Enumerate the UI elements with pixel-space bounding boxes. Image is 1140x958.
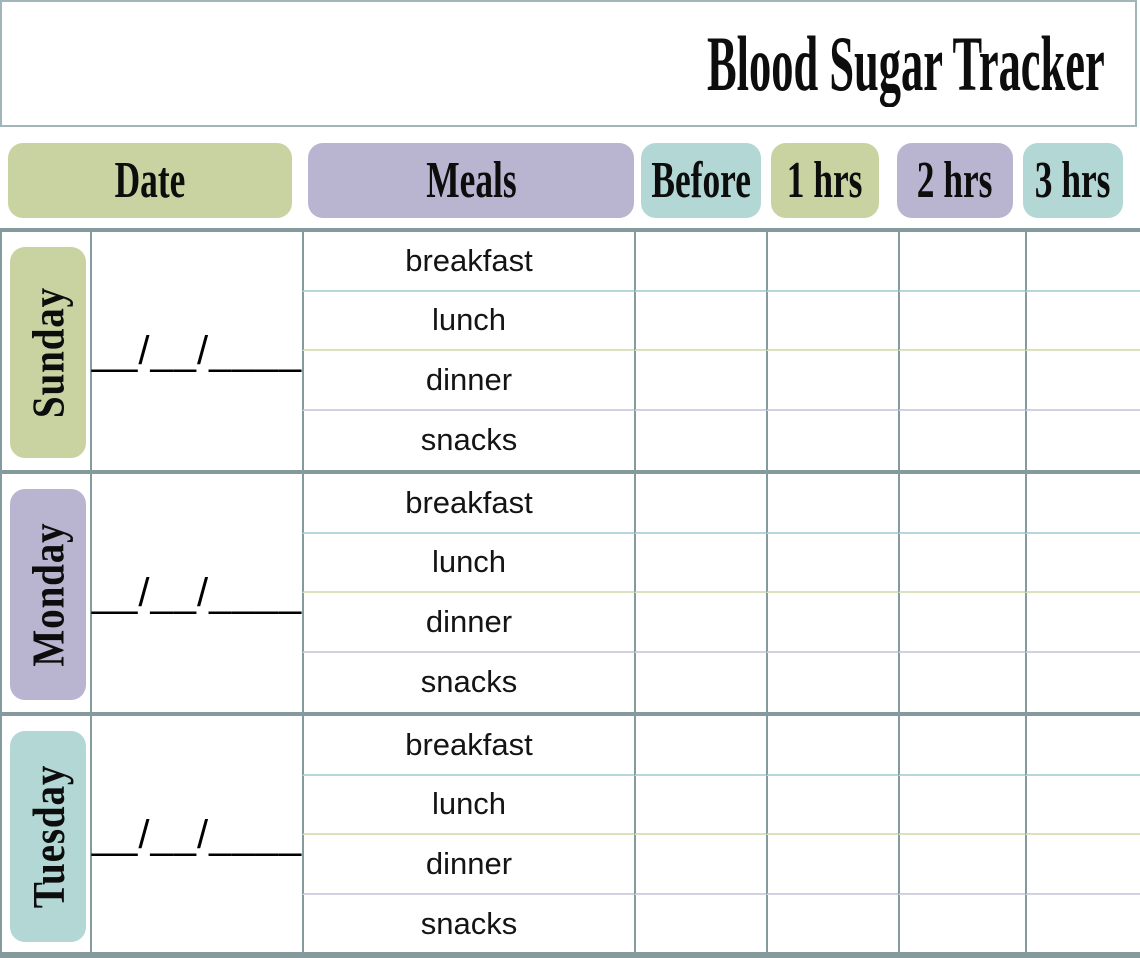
column-header-before-label: Before xyxy=(651,152,751,209)
entry-cell-monday-snacks-2hrs[interactable] xyxy=(898,652,1025,712)
meal-label-monday-snacks: snacks xyxy=(302,652,634,712)
entry-cell-monday-lunch-1hrs[interactable] xyxy=(766,533,898,593)
entry-cell-sunday-lunch-3hrs[interactable] xyxy=(1025,291,1140,351)
column-header-date-label: Date xyxy=(114,152,186,209)
date-placeholder-tuesday: __/__/____ xyxy=(91,812,303,857)
entry-cell-sunday-lunch-2hrs[interactable] xyxy=(898,291,1025,351)
date-field-tuesday[interactable]: __/__/____ xyxy=(90,716,302,954)
entry-cell-monday-dinner-3hrs[interactable] xyxy=(1025,593,1140,653)
entry-cell-tuesday-lunch-1hrs[interactable] xyxy=(766,775,898,835)
day-label-cell-tuesday: Tuesday xyxy=(2,716,90,954)
column-header-1hrs: 1 hrs xyxy=(771,143,879,218)
page-title: Blood Sugar Tracker xyxy=(707,19,1105,107)
entry-cell-monday-lunch-3hrs[interactable] xyxy=(1025,533,1140,593)
day-block-sunday: Sunday __/__/____ breakfast lunch dinner… xyxy=(0,228,1140,470)
day-name-monday: Monday xyxy=(22,522,74,667)
day-label-cell-monday: Monday xyxy=(2,474,90,712)
meal-label-monday-dinner: dinner xyxy=(302,593,634,653)
column-header-meals-label: Meals xyxy=(425,152,517,209)
meal-label-monday-lunch: lunch xyxy=(302,533,634,593)
entry-cell-sunday-dinner-before[interactable] xyxy=(634,351,766,411)
entry-cell-tuesday-lunch-2hrs[interactable] xyxy=(898,775,1025,835)
entry-cell-monday-dinner-2hrs[interactable] xyxy=(898,593,1025,653)
entry-cell-sunday-breakfast-before[interactable] xyxy=(634,232,766,292)
entry-cell-tuesday-breakfast-1hrs[interactable] xyxy=(766,716,898,776)
entry-cell-monday-snacks-1hrs[interactable] xyxy=(766,652,898,712)
entry-cell-sunday-breakfast-1hrs[interactable] xyxy=(766,232,898,292)
entry-cell-sunday-breakfast-3hrs[interactable] xyxy=(1025,232,1140,292)
entry-cell-monday-breakfast-before[interactable] xyxy=(634,474,766,534)
meal-label-sunday-lunch: lunch xyxy=(302,291,634,351)
entry-cell-sunday-dinner-3hrs[interactable] xyxy=(1025,351,1140,411)
entry-cell-tuesday-breakfast-3hrs[interactable] xyxy=(1025,716,1140,776)
meal-label-tuesday-lunch: lunch xyxy=(302,775,634,835)
entry-cell-monday-dinner-1hrs[interactable] xyxy=(766,593,898,653)
day-block-monday: Monday __/__/____ breakfast lunch dinner… xyxy=(0,470,1140,712)
entry-cell-tuesday-lunch-3hrs[interactable] xyxy=(1025,775,1140,835)
meal-label-monday-breakfast: breakfast xyxy=(302,474,634,534)
meal-label-sunday-dinner: dinner xyxy=(302,351,634,411)
entry-cell-monday-breakfast-1hrs[interactable] xyxy=(766,474,898,534)
date-field-monday[interactable]: __/__/____ xyxy=(90,474,302,712)
meal-label-tuesday-breakfast: breakfast xyxy=(302,716,634,776)
entry-cell-monday-snacks-3hrs[interactable] xyxy=(1025,652,1140,712)
entry-cell-monday-breakfast-3hrs[interactable] xyxy=(1025,474,1140,534)
entry-cell-tuesday-dinner-1hrs[interactable] xyxy=(766,835,898,895)
entry-cell-sunday-breakfast-2hrs[interactable] xyxy=(898,232,1025,292)
entry-cell-monday-breakfast-2hrs[interactable] xyxy=(898,474,1025,534)
meal-label-tuesday-snacks: snacks xyxy=(302,894,634,954)
entry-cell-tuesday-breakfast-before[interactable] xyxy=(634,716,766,776)
column-header-meals: Meals xyxy=(308,143,634,218)
column-header-3hrs: 3 hrs xyxy=(1023,143,1123,218)
entry-cell-tuesday-lunch-before[interactable] xyxy=(634,775,766,835)
meal-label-sunday-breakfast: breakfast xyxy=(302,232,634,292)
entry-cell-tuesday-snacks-2hrs[interactable] xyxy=(898,894,1025,954)
entry-cell-monday-snacks-before[interactable] xyxy=(634,652,766,712)
entry-cell-sunday-snacks-1hrs[interactable] xyxy=(766,410,898,470)
entry-cell-monday-lunch-2hrs[interactable] xyxy=(898,533,1025,593)
day-tab-sunday: Sunday xyxy=(10,247,86,458)
day-tab-monday: Monday xyxy=(10,489,86,700)
date-placeholder-sunday: __/__/____ xyxy=(91,328,303,373)
entry-cell-sunday-lunch-1hrs[interactable] xyxy=(766,291,898,351)
table-bottom-border xyxy=(0,952,1140,958)
day-name-tuesday: Tuesday xyxy=(22,764,74,909)
day-label-cell-sunday: Sunday xyxy=(2,232,90,470)
column-header-2hrs: 2 hrs xyxy=(897,143,1013,218)
entry-cell-sunday-snacks-before[interactable] xyxy=(634,410,766,470)
column-header-date: Date xyxy=(8,143,292,218)
day-name-sunday: Sunday xyxy=(22,286,74,419)
entry-cell-monday-lunch-before[interactable] xyxy=(634,533,766,593)
entry-cell-tuesday-breakfast-2hrs[interactable] xyxy=(898,716,1025,776)
entry-cell-tuesday-dinner-2hrs[interactable] xyxy=(898,835,1025,895)
entry-cell-sunday-snacks-2hrs[interactable] xyxy=(898,410,1025,470)
entry-cell-sunday-snacks-3hrs[interactable] xyxy=(1025,410,1140,470)
column-header-3hrs-label: 3 hrs xyxy=(1035,152,1111,209)
day-block-tuesday: Tuesday __/__/____ breakfast lunch dinne… xyxy=(0,712,1140,954)
date-placeholder-monday: __/__/____ xyxy=(91,570,303,615)
title-bar: Blood Sugar Tracker xyxy=(0,0,1137,127)
meal-label-sunday-snacks: snacks xyxy=(302,410,634,470)
entry-cell-tuesday-snacks-1hrs[interactable] xyxy=(766,894,898,954)
entry-cell-sunday-dinner-2hrs[interactable] xyxy=(898,351,1025,411)
entry-cell-tuesday-dinner-3hrs[interactable] xyxy=(1025,835,1140,895)
entry-cell-sunday-dinner-1hrs[interactable] xyxy=(766,351,898,411)
entry-cell-tuesday-snacks-before[interactable] xyxy=(634,894,766,954)
column-header-2hrs-label: 2 hrs xyxy=(917,152,993,209)
column-header-before: Before xyxy=(641,143,761,218)
day-tab-tuesday: Tuesday xyxy=(10,731,86,942)
entry-cell-tuesday-snacks-3hrs[interactable] xyxy=(1025,894,1140,954)
date-field-sunday[interactable]: __/__/____ xyxy=(90,232,302,470)
meal-label-tuesday-dinner: dinner xyxy=(302,835,634,895)
entry-cell-sunday-lunch-before[interactable] xyxy=(634,291,766,351)
entry-cell-tuesday-dinner-before[interactable] xyxy=(634,835,766,895)
column-header-1hrs-label: 1 hrs xyxy=(787,152,863,209)
entry-cell-monday-dinner-before[interactable] xyxy=(634,593,766,653)
